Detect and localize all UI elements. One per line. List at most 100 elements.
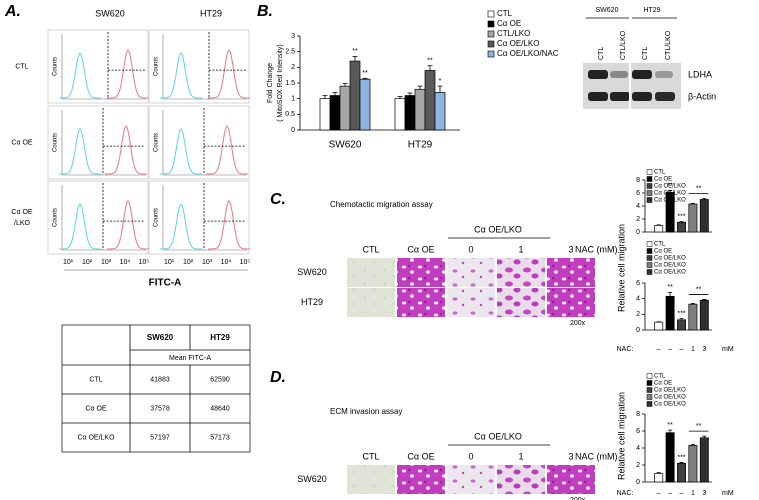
y-tick-label: 2 (636, 462, 640, 469)
legend-label: CTL (654, 242, 666, 248)
micrograph (447, 465, 495, 494)
x-tick-label: 10⁴ (221, 259, 232, 266)
significance-label: ** (427, 58, 433, 65)
histogram-frame (47, 29, 149, 104)
blot-cell-line: SW620 (596, 7, 619, 14)
micrograph (347, 288, 395, 317)
x-tick-label: 10⁵ (240, 259, 251, 266)
nac-dose: 1 (691, 346, 695, 353)
column-label: CTL (362, 451, 379, 461)
bar (688, 203, 698, 233)
x-tick-label: SW620 (329, 140, 362, 151)
error-bar (417, 85, 423, 90)
blot-band (632, 70, 652, 79)
table-cell: CTL (89, 376, 102, 383)
significance-label: * (439, 78, 442, 85)
blot-background (583, 63, 681, 109)
blot-lane-label: CTL/LKO (665, 30, 672, 60)
legend-swatch (646, 387, 653, 393)
error-bar (668, 429, 673, 433)
x-tick-label: 10³ (101, 259, 112, 266)
bar (404, 95, 416, 131)
significance-label: ** (696, 423, 702, 430)
bar (319, 98, 331, 131)
y-tick-label: 6 (636, 190, 640, 197)
legend-swatch (646, 190, 653, 196)
error-bar (656, 224, 661, 226)
legend-swatch (646, 269, 653, 275)
bar (665, 295, 675, 331)
assay-title: ECM invasion assay (330, 407, 402, 416)
blot-lane-label: CTL (598, 47, 605, 60)
bar (688, 445, 698, 483)
histogram-frame (47, 105, 149, 180)
table-cell: Cα OE/LKO (77, 434, 115, 441)
legend-swatch (646, 169, 653, 175)
legend-swatch (646, 255, 653, 261)
legend-label: Cα OE (497, 19, 521, 28)
legend-swatch (646, 241, 653, 247)
micrograph (447, 258, 495, 287)
histogram-curve-control (59, 203, 101, 250)
significance-label: ** (667, 183, 673, 190)
y-tick-label: 2 (636, 311, 640, 318)
bar (424, 70, 436, 131)
histogram-curve-control (59, 52, 101, 99)
histogram-frame (148, 29, 250, 104)
micrograph (397, 465, 445, 494)
legend-label: Cα OE (654, 249, 672, 255)
column-label: 0 (468, 244, 473, 254)
significance-label: ** (696, 185, 702, 192)
histogram-frame (148, 105, 250, 180)
y-tick-label: 6 (636, 280, 640, 287)
legend-label: CTL (654, 170, 666, 176)
column-label: CTL (362, 244, 379, 254)
error-bar (702, 299, 707, 301)
error-bar (702, 198, 707, 200)
bar (654, 321, 664, 331)
micrograph (397, 288, 445, 317)
y-tick-label: 2 (636, 216, 640, 223)
table-cell: 48640 (210, 405, 230, 412)
y-tick-label: 1.5 (285, 80, 295, 87)
error-bar (362, 77, 368, 80)
blot-cell-line: HT29 (643, 7, 660, 14)
legend-label: Cα OE/LKO (654, 198, 686, 204)
micrograph (497, 258, 545, 287)
legend-swatch (646, 248, 653, 254)
y-axis-label: Counts (53, 208, 59, 227)
y-tick-label: 4 (636, 296, 640, 303)
western-blot (583, 63, 681, 109)
legend-label: Cα OE/LKO (654, 184, 686, 190)
error-bar (668, 190, 673, 193)
legend-label: CTL/LKO (497, 29, 530, 38)
dose-label: NAC (mM) (575, 451, 618, 461)
bar (359, 78, 371, 131)
error-bar (427, 65, 433, 71)
table-header: HT29 (210, 333, 230, 342)
column-label: 3 (568, 244, 573, 254)
error-bar (690, 302, 695, 305)
legend-label: Cα OE (654, 381, 672, 387)
y-tick-label: 3 (291, 33, 295, 40)
significance-label: *** (677, 454, 685, 461)
legend-swatch (487, 50, 495, 58)
blot-band (632, 92, 652, 101)
nac-dose: 3 (702, 346, 706, 353)
group-label: Cα OE/LKO (474, 224, 522, 234)
micrograph (347, 258, 395, 287)
y-tick-label: 0 (636, 479, 640, 486)
magnification-label: 200x (570, 497, 586, 500)
histogram-curve-control (59, 128, 101, 175)
legend-label: Cα OE/LKO (654, 395, 686, 401)
y-tick-label: 8 (636, 411, 640, 418)
legend-swatch (646, 380, 653, 386)
table-cell: 57197 (150, 434, 170, 441)
micrograph (547, 465, 595, 494)
assay-title: Chemotactic migration assay (330, 200, 433, 209)
panel-label: D. (270, 369, 286, 386)
error-bar (679, 318, 684, 320)
micrograph (497, 288, 545, 317)
histogram-frame (47, 180, 149, 255)
